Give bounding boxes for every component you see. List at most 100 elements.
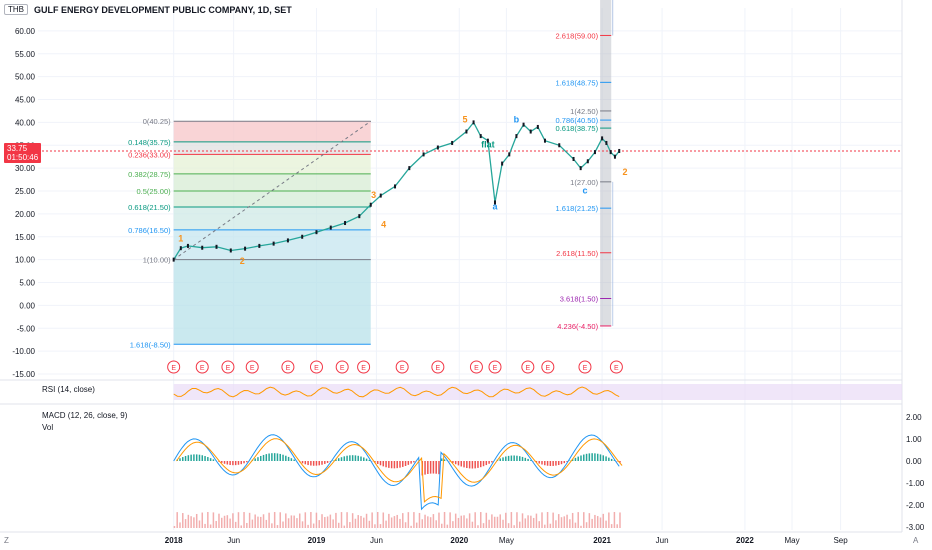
macd-histogram-bar (226, 461, 229, 465)
macd-histogram-bar (502, 457, 504, 461)
volume-bar (580, 525, 582, 528)
volume-bar (616, 524, 618, 528)
volume-bar (262, 514, 265, 528)
volume-bar (321, 514, 323, 528)
macd-histogram-bar (563, 461, 566, 464)
earnings-marker-label: E (200, 365, 205, 372)
volume-bar (557, 514, 560, 528)
volume-bar (535, 513, 538, 528)
macd-histogram-bar (363, 457, 365, 461)
volume-bar (368, 520, 371, 528)
x-tick-label: 2018 (165, 536, 183, 545)
volume-bar (402, 513, 404, 528)
volume-bar (173, 526, 176, 528)
fib-ext-label: 1.618(21.25) (556, 204, 599, 213)
auto-scale-button[interactable]: A (913, 536, 919, 545)
x-tick-label: Sep (833, 536, 848, 545)
macd-histogram-bar (246, 461, 248, 463)
earnings-marker-icon (469, 360, 483, 374)
x-tick-label: 2021 (593, 536, 611, 545)
macd-histogram-bar (594, 453, 596, 461)
volume-bar (474, 512, 476, 528)
rsi-label[interactable]: RSI (14, close) (42, 385, 95, 394)
volume-bar (237, 512, 240, 528)
volume-bar (379, 524, 382, 528)
volume-bar (257, 516, 259, 528)
y-tick-label: 10.00 (15, 256, 36, 265)
volume-bar (182, 513, 184, 528)
macd-histogram-bar (271, 453, 273, 461)
vol-label[interactable]: Vol (42, 423, 54, 432)
price-candle (344, 221, 347, 226)
volume-bar (560, 517, 563, 528)
macd-histogram-bar (538, 461, 540, 464)
fib-level-label: 0.618(21.50) (128, 203, 171, 212)
currency-label[interactable]: THB (4, 4, 28, 15)
volume-bar (413, 512, 415, 528)
macd-histogram-bar (471, 461, 474, 469)
price-candle (472, 120, 475, 125)
volume-bar (198, 520, 201, 528)
fib-ext-label: 0.786(40.50) (556, 116, 599, 125)
fib-ext-label: 1(27.00) (570, 178, 598, 187)
macd-histogram-bar (443, 459, 446, 461)
volume-bar (265, 519, 268, 528)
price-candle (508, 152, 511, 157)
macd-histogram-bar (577, 456, 579, 461)
volume-bar (337, 522, 340, 528)
macd-histogram-bar (452, 461, 454, 463)
volume-bar (354, 518, 357, 528)
price-candle (186, 243, 189, 248)
macd-histogram-bar (240, 461, 243, 465)
wave-label: 2 (622, 167, 627, 177)
price-candle (329, 225, 332, 230)
macd-histogram-bar (243, 461, 245, 464)
timezone-icon[interactable]: Z (4, 536, 9, 545)
volume-bar (496, 516, 499, 528)
price-candle (601, 136, 604, 141)
volume-bar (335, 512, 337, 528)
macd-histogram-bar (346, 455, 348, 461)
price-candle (572, 156, 575, 161)
macd-label[interactable]: MACD (12, 26, close, 9) (42, 411, 128, 420)
macd-pane: 2.00 1.00 0.00 -1.00 -2.00 -3.00 (173, 413, 925, 532)
earnings-marker-icon (309, 360, 323, 374)
volume-bar (605, 520, 607, 528)
volume-bar (493, 516, 496, 528)
macd-histogram-bar (613, 460, 616, 461)
price-candle (543, 138, 546, 143)
price-candle (493, 200, 496, 205)
volume-bar (583, 512, 585, 528)
macd-histogram-bar (410, 461, 412, 464)
fib-zone (173, 173, 371, 191)
earnings-marker-icon (195, 360, 209, 374)
macd-y-tick: 1.00 (906, 435, 922, 444)
volume-bar (273, 512, 276, 528)
volume-bar (285, 513, 287, 528)
price-candle (394, 184, 397, 189)
wave-label: 3 (371, 190, 376, 200)
macd-histogram-bar (566, 461, 568, 462)
volume-bar (207, 512, 209, 528)
earnings-marker-label: E (286, 365, 291, 372)
fib-extension-bottom (612, 181, 614, 326)
macd-histogram-bar (399, 461, 401, 468)
macd-histogram-bar (541, 461, 543, 465)
macd-histogram-bar (290, 458, 293, 461)
volume-bar (427, 516, 429, 528)
y-tick-label: 5.00 (19, 279, 35, 288)
volume-bar (477, 525, 479, 528)
y-tick-label: 20.00 (15, 210, 36, 219)
fib-ext-label: 1.618(48.75) (556, 78, 599, 87)
volume-bar (518, 521, 521, 528)
earnings-marker-icon (578, 360, 592, 374)
rsi-pane (173, 384, 902, 400)
macd-y-tick: -3.00 (906, 523, 925, 532)
macd-histogram-bar (438, 461, 440, 475)
wave-labels: 1 2 3 4 5 a b flat c 2 (178, 114, 627, 266)
macd-histogram-bar (365, 458, 368, 461)
volume-bar (588, 513, 591, 528)
volume-bar (190, 516, 192, 528)
macd-histogram-bar (457, 461, 460, 466)
